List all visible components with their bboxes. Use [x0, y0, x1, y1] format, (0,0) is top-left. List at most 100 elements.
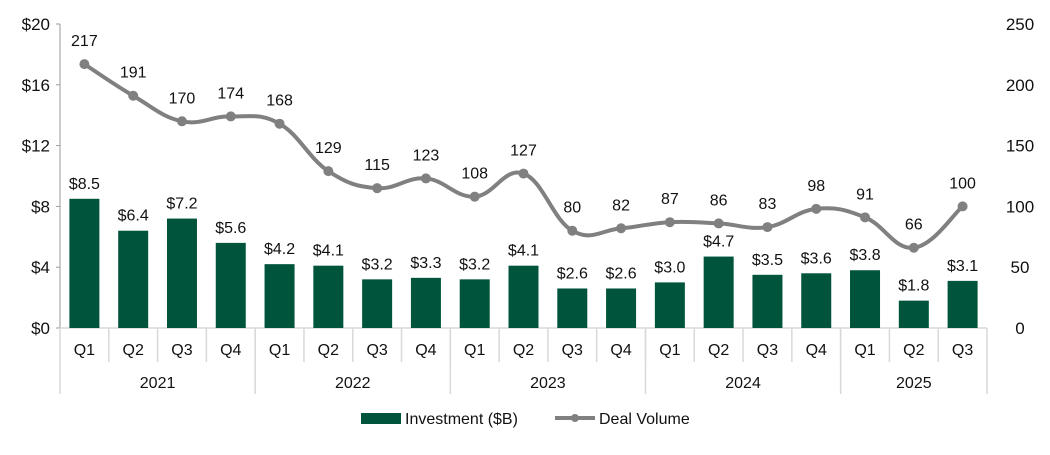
line-data-label: 129 [315, 140, 342, 157]
line-point [957, 201, 968, 212]
line-point [128, 90, 139, 101]
left-tick-label: $8 [31, 197, 50, 216]
legend-deal-volume-marker [571, 414, 579, 422]
legend-investment-label: Investment ($B) [405, 411, 518, 428]
line-data-label: 108 [461, 166, 488, 183]
right-tick-label: 150 [1006, 137, 1034, 156]
bar [215, 242, 246, 328]
bar-data-label: $3.2 [459, 256, 490, 273]
bar [752, 274, 783, 328]
bar-data-label: $3.1 [947, 258, 978, 275]
line-data-label: 83 [759, 196, 777, 213]
bar [703, 256, 734, 328]
line-point [420, 173, 431, 184]
bar [801, 273, 832, 328]
quarter-label: Q2 [123, 342, 144, 359]
bar [654, 282, 685, 328]
line-data-label: 82 [612, 197, 630, 214]
bar [557, 288, 588, 328]
line-data-label: 87 [661, 191, 679, 208]
quarter-label: Q4 [415, 342, 436, 359]
bar-data-label: $3.2 [362, 256, 393, 273]
line-data-label: 80 [563, 200, 581, 217]
left-tick-label: $4 [31, 258, 50, 277]
quarter-label: Q1 [269, 342, 290, 359]
quarter-label: Q2 [708, 342, 729, 359]
line-point [323, 166, 334, 177]
quarter-label: Q3 [952, 342, 973, 359]
left-tick-label: $16 [22, 76, 50, 95]
bar-data-label: $4.2 [264, 241, 295, 258]
line-point [567, 225, 578, 236]
line-data-label: 86 [710, 192, 728, 209]
year-label: 2024 [725, 375, 761, 392]
bar-data-label: $4.1 [508, 243, 539, 260]
quarter-label: Q1 [464, 342, 485, 359]
quarter-label: Q4 [610, 342, 631, 359]
quarter-label: Q2 [903, 342, 924, 359]
bar [313, 265, 344, 328]
line-data-label: 191 [120, 65, 147, 82]
bar [606, 288, 637, 328]
bar-data-label: $4.7 [703, 234, 734, 251]
bar [898, 300, 929, 328]
right-tick-label: 100 [1006, 197, 1034, 216]
bar-data-label: $3.0 [654, 259, 685, 276]
bar-data-label: $6.4 [118, 208, 149, 225]
bar [362, 279, 393, 328]
line-point [762, 222, 773, 233]
bar-data-label: $3.8 [849, 247, 880, 264]
right-tick-label: 50 [1011, 258, 1030, 277]
left-tick-label: $12 [22, 137, 50, 156]
quarter-label: Q4 [220, 342, 241, 359]
line-data-label: 91 [856, 186, 874, 203]
legend-investment-swatch [361, 413, 401, 424]
line-data-label: 123 [413, 147, 440, 164]
line-data-label: 217 [71, 33, 98, 50]
line-point [372, 183, 383, 194]
quarter-label: Q2 [513, 342, 534, 359]
line-point [469, 191, 480, 202]
bar-data-label: $3.5 [752, 252, 783, 269]
bar-data-label: $4.1 [313, 243, 344, 260]
bar-data-label: $2.6 [557, 265, 588, 282]
quarter-label: Q3 [757, 342, 778, 359]
bar [947, 280, 978, 328]
line-data-label: 170 [169, 90, 196, 107]
quarter-label: Q4 [806, 342, 827, 359]
quarter-label: Q1 [854, 342, 875, 359]
bar-data-label: $2.6 [606, 265, 637, 282]
line-point [274, 118, 285, 129]
bar-data-label: $5.6 [215, 220, 246, 237]
bar [459, 279, 490, 328]
quarter-label: Q1 [659, 342, 680, 359]
line-point [713, 218, 724, 229]
line-point [664, 217, 675, 228]
line-point [79, 59, 90, 70]
quarter-label: Q3 [171, 342, 192, 359]
bar [264, 264, 295, 328]
line-data-label: 174 [217, 85, 244, 102]
line-point [518, 168, 529, 179]
line-data-label: 66 [905, 217, 923, 234]
bar [410, 277, 441, 328]
line-point [908, 242, 919, 253]
year-label: 2023 [530, 375, 566, 392]
bar [166, 218, 197, 328]
bar-data-label: $1.8 [898, 278, 929, 295]
line-data-label: 115 [364, 157, 390, 174]
right-tick-label: 0 [1015, 319, 1024, 338]
line-data-label: 98 [807, 178, 825, 195]
year-label: 2022 [335, 375, 371, 392]
bar-data-label: $3.3 [410, 255, 441, 272]
quarter-label: Q3 [562, 342, 583, 359]
bar-data-label: $3.6 [801, 250, 832, 267]
left-tick-label: $0 [31, 319, 50, 338]
line-point [225, 111, 236, 122]
bar [118, 230, 149, 328]
legend-deal-volume-label: Deal Volume [599, 411, 690, 428]
line-data-label: 127 [510, 143, 537, 160]
bar [850, 270, 881, 328]
right-tick-label: 250 [1006, 15, 1034, 34]
